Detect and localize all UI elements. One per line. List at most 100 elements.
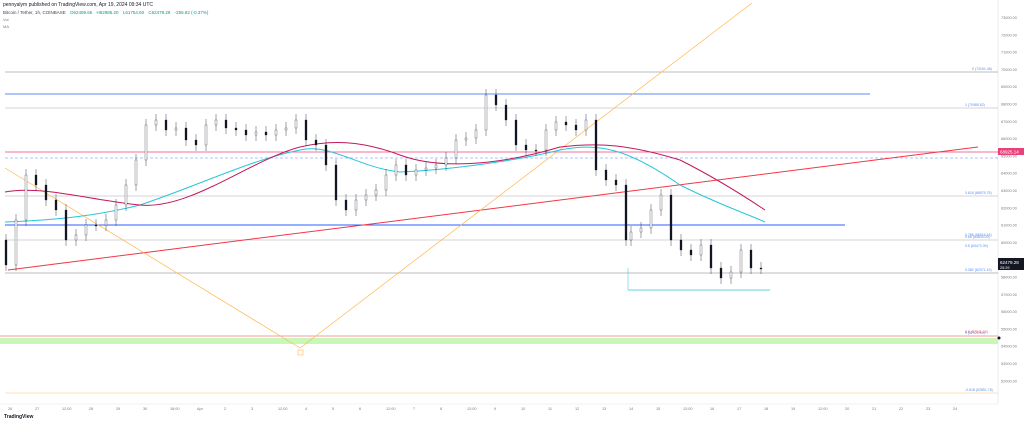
time-axis[interactable]: 26 27 12:00 28 29 30 18:00 Apr 2 3 12:00 4 5 6 12:00 7 8… bbox=[8, 407, 957, 411]
price-tick-label: 70000.00 bbox=[1001, 68, 1017, 72]
time-tick-label: 12:00 bbox=[62, 407, 72, 411]
price-tick-label: 68000.00 bbox=[1001, 103, 1017, 107]
candle-body bbox=[494, 94, 498, 106]
time-tick-label: 16 bbox=[710, 407, 714, 411]
candle-body bbox=[144, 124, 148, 161]
candle-body bbox=[699, 244, 703, 256]
candle-body bbox=[74, 234, 78, 241]
time-tick-label: 29 bbox=[116, 407, 120, 411]
time-tick-label: 18:00 bbox=[170, 407, 180, 411]
candle-body bbox=[474, 129, 478, 139]
candle-body bbox=[214, 119, 218, 126]
price-tick-label: 55000.00 bbox=[1001, 327, 1017, 331]
current-price-tag bbox=[998, 258, 1024, 270]
time-tick-label: 7 bbox=[413, 407, 415, 411]
candle-body bbox=[274, 129, 278, 136]
time-tick-label: 23 bbox=[926, 407, 930, 411]
candle-body bbox=[234, 127, 238, 131]
candle-body bbox=[719, 267, 723, 279]
candle-body bbox=[114, 204, 118, 221]
time-tick-label: 13 bbox=[602, 407, 606, 411]
fib-label: 0.618 (68975.75) bbox=[965, 191, 992, 195]
fib-label: 0.5 (63470.39) bbox=[965, 244, 988, 248]
candle-body bbox=[434, 164, 438, 169]
candle-body bbox=[4, 239, 8, 266]
ohlc-low: L61754.60 bbox=[122, 10, 145, 15]
time-tick-label: 3 bbox=[251, 407, 253, 411]
demand-zone[interactable] bbox=[0, 338, 998, 344]
ohlc-high: H62985.20 bbox=[96, 10, 119, 15]
fib-labels: 0 (73191.48) 1 (70985.52) 0.618 (68975.75)… bbox=[965, 67, 993, 392]
indicator-vol[interactable]: Vol bbox=[3, 17, 9, 22]
time-tick-label: 15 bbox=[656, 407, 660, 411]
time-tick-label: 20 bbox=[845, 407, 849, 411]
candle-body bbox=[134, 159, 138, 186]
candle-body bbox=[244, 129, 248, 136]
candle-body bbox=[304, 119, 308, 141]
publisher-line: pennyalym published on TradingView.com, … bbox=[3, 2, 153, 8]
candle-body bbox=[759, 267, 763, 270]
price-tick-label: 73000.00 bbox=[1001, 16, 1017, 20]
candle-body bbox=[594, 119, 598, 171]
candlestick-series bbox=[4, 89, 763, 284]
time-tick-label: 27 bbox=[35, 407, 39, 411]
candle-body bbox=[584, 119, 588, 131]
price-tick-label: 54000.00 bbox=[1001, 345, 1017, 349]
candle-body bbox=[709, 244, 713, 269]
candle-body bbox=[334, 164, 338, 201]
moving-average-purple[interactable] bbox=[4, 142, 766, 211]
candle-body bbox=[534, 149, 538, 152]
candle-body bbox=[729, 271, 733, 279]
candle-body bbox=[554, 121, 558, 131]
trend-line-red[interactable] bbox=[7, 146, 979, 271]
candle-body bbox=[649, 209, 653, 229]
axis-dot bbox=[997, 336, 1001, 340]
symbol-legend[interactable]: Bitcoin / Tether, 1h, COINBASE O62499.66… bbox=[3, 10, 211, 29]
candle-body bbox=[739, 249, 743, 273]
time-tick-label: 12:00 bbox=[278, 407, 288, 411]
candle-body bbox=[514, 119, 518, 146]
fib-label: 0.382 (62371.19) bbox=[965, 268, 992, 272]
candle-body bbox=[629, 231, 633, 241]
current-time-text: 25:29 bbox=[1000, 266, 1010, 270]
time-tick-label: 8 bbox=[440, 407, 442, 411]
time-tick-label: 21 bbox=[872, 407, 876, 411]
candle-body bbox=[254, 131, 258, 136]
candle-body bbox=[34, 174, 38, 186]
price-tick-label: 64000.00 bbox=[1001, 172, 1017, 176]
candle-body bbox=[414, 169, 418, 176]
candle-body bbox=[689, 249, 693, 256]
price-tick-label: 72000.00 bbox=[1001, 33, 1017, 37]
time-tick-label: 4 bbox=[305, 407, 307, 411]
candle-body bbox=[64, 209, 68, 241]
candle-body bbox=[24, 174, 28, 221]
candle-body bbox=[54, 199, 58, 211]
candle-body bbox=[614, 179, 618, 186]
candle-body bbox=[344, 199, 348, 211]
price-tick-label: 62000.00 bbox=[1001, 206, 1017, 210]
candle-body bbox=[544, 129, 548, 151]
brand-text: TradingView bbox=[4, 414, 34, 420]
price-tick-label: 66000.00 bbox=[1001, 137, 1017, 141]
fib-label: -0.618 (52851.76) bbox=[965, 388, 993, 392]
candle-body bbox=[314, 139, 318, 146]
price-tick-label: 60000.00 bbox=[1001, 241, 1017, 245]
candle-body bbox=[184, 127, 188, 141]
time-tick-label: Apr bbox=[197, 407, 204, 411]
time-tick-label: 24 bbox=[953, 407, 957, 411]
symbol-name[interactable]: Bitcoin / Tether, 1h, COINBASE bbox=[3, 10, 66, 15]
candle-body bbox=[104, 219, 108, 226]
indicator-ma[interactable]: MA bbox=[3, 24, 9, 29]
candle-body bbox=[504, 104, 508, 121]
tradingview-logo[interactable]: TradingView bbox=[4, 414, 33, 420]
price-axis[interactable]: 73000.00 72000.00 71000.00 70000.00 69000.00… bbox=[1001, 16, 1017, 383]
price-tag-pink bbox=[998, 148, 1024, 155]
current-price-text: 62479.28 bbox=[1000, 260, 1019, 265]
orange-marker[interactable] bbox=[297, 349, 304, 356]
orange-projection[interactable] bbox=[4, 2, 753, 349]
candle-body bbox=[284, 127, 288, 131]
time-tick-label: 10 bbox=[521, 407, 525, 411]
candle-body bbox=[164, 119, 168, 131]
candle-body bbox=[624, 184, 628, 241]
